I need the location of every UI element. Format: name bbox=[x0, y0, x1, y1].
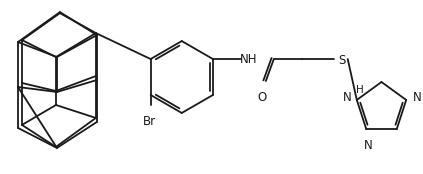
Text: Br: Br bbox=[143, 115, 156, 128]
Text: N: N bbox=[364, 139, 373, 152]
Text: H: H bbox=[356, 85, 364, 95]
Text: NH: NH bbox=[240, 53, 258, 66]
Text: S: S bbox=[338, 54, 346, 66]
Text: N: N bbox=[343, 92, 352, 104]
Text: O: O bbox=[257, 91, 266, 104]
Text: N: N bbox=[413, 92, 422, 104]
